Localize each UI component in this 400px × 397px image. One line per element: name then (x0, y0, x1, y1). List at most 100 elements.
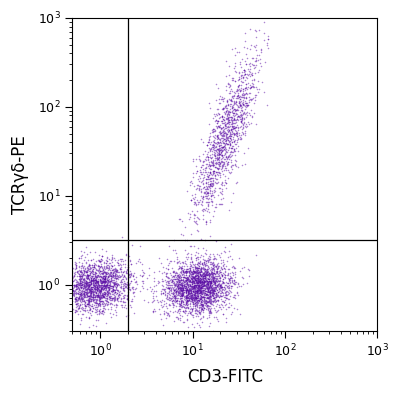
Point (193, 275, 200, 281)
Point (242, 91, 248, 97)
Point (94, 306, 100, 312)
Point (228, 240, 234, 247)
Point (207, 281, 213, 287)
Point (228, 114, 235, 121)
Point (106, 266, 112, 272)
Point (91, 283, 98, 289)
Point (229, 145, 236, 151)
Point (174, 277, 181, 283)
Point (218, 284, 224, 290)
Point (219, 164, 225, 170)
Point (205, 287, 211, 293)
Point (232, 137, 238, 143)
Point (204, 196, 211, 202)
Point (192, 277, 199, 283)
Point (117, 284, 123, 290)
Point (225, 117, 231, 123)
Point (225, 153, 232, 160)
Point (172, 308, 178, 314)
Point (188, 263, 194, 269)
Point (92, 287, 98, 293)
Point (90, 304, 96, 311)
Point (214, 271, 221, 278)
Point (204, 280, 211, 287)
Point (164, 256, 171, 262)
Point (201, 304, 207, 311)
Point (153, 287, 159, 294)
Point (176, 277, 182, 283)
Point (227, 151, 233, 157)
Point (248, 113, 255, 119)
Point (87, 287, 94, 293)
Point (170, 291, 176, 298)
Point (203, 218, 210, 224)
Point (94, 303, 100, 310)
Point (198, 264, 204, 271)
Point (211, 291, 217, 297)
Point (173, 289, 179, 295)
Point (185, 274, 191, 281)
Point (72, 286, 79, 293)
Point (76, 286, 82, 293)
Point (210, 162, 216, 168)
Point (197, 289, 204, 295)
Point (114, 302, 121, 308)
Point (214, 150, 221, 156)
Point (253, 47, 259, 54)
Point (190, 278, 196, 285)
Point (234, 128, 240, 135)
Point (90, 276, 97, 283)
Point (203, 267, 209, 274)
Point (184, 302, 191, 308)
Point (162, 289, 168, 296)
Point (82, 291, 89, 297)
Point (171, 281, 178, 287)
Point (212, 299, 218, 305)
Point (90, 296, 96, 302)
Point (88, 283, 95, 290)
Point (88, 278, 94, 284)
Point (182, 293, 188, 299)
Point (215, 297, 221, 304)
Point (252, 92, 258, 98)
Point (74, 278, 80, 284)
Point (84, 265, 91, 271)
Point (110, 269, 116, 276)
Point (209, 261, 216, 268)
Point (95, 288, 102, 295)
Point (178, 264, 184, 271)
Point (160, 278, 166, 284)
Point (140, 284, 146, 291)
Point (190, 268, 196, 274)
Point (101, 283, 108, 290)
Point (175, 282, 181, 289)
Point (184, 294, 190, 301)
Point (190, 274, 197, 280)
Point (204, 275, 210, 281)
Point (73, 301, 80, 307)
Point (231, 292, 238, 299)
Point (197, 269, 204, 275)
Point (176, 301, 182, 307)
Point (102, 272, 109, 279)
Point (206, 174, 213, 181)
Point (194, 279, 200, 285)
Point (98, 286, 105, 292)
Point (170, 292, 177, 298)
Point (214, 153, 220, 160)
Point (103, 285, 110, 291)
Point (247, 112, 254, 118)
Point (212, 285, 219, 291)
Point (68, 304, 74, 310)
Point (176, 310, 182, 316)
Point (234, 280, 241, 286)
Point (184, 297, 190, 304)
Point (207, 187, 214, 193)
Point (52, 300, 58, 306)
Point (84, 272, 90, 278)
Point (93, 286, 100, 293)
Point (63, 291, 69, 297)
Point (204, 269, 211, 276)
Point (176, 290, 183, 297)
Point (212, 160, 219, 167)
